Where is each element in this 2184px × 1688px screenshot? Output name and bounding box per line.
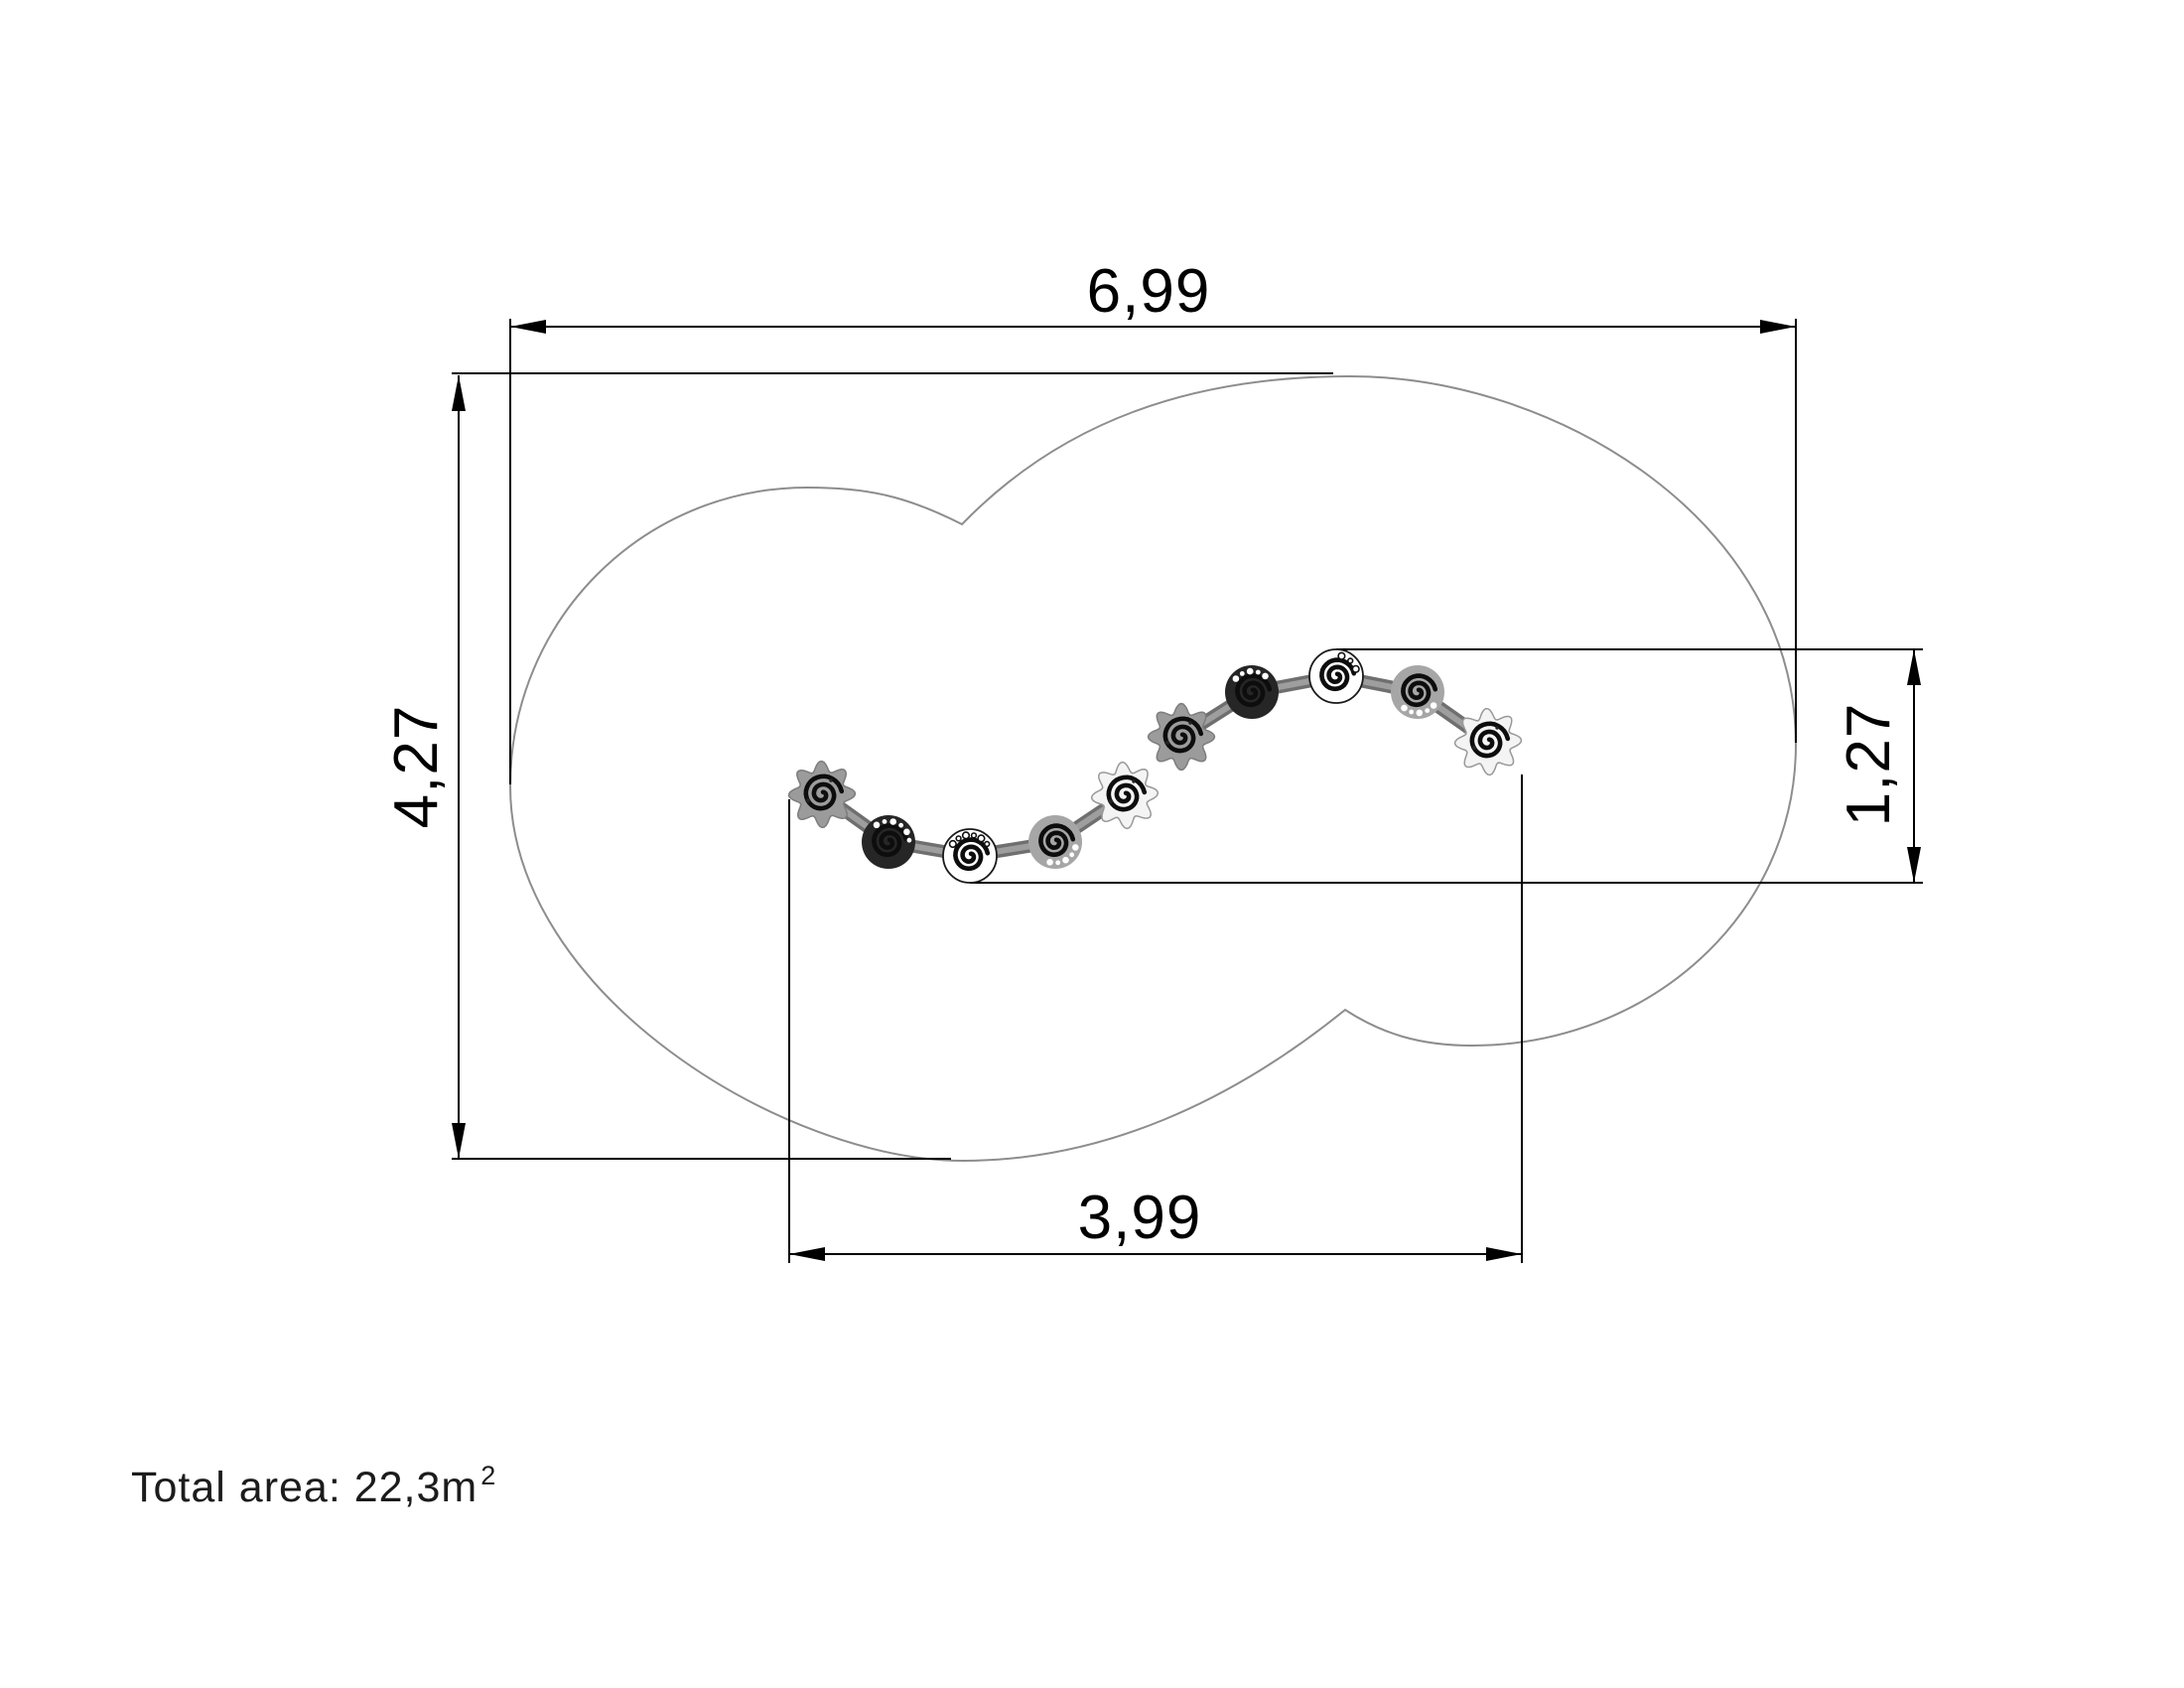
stone-body xyxy=(787,760,857,829)
dot-decoration xyxy=(1246,667,1254,675)
stone-1-flower xyxy=(787,760,857,829)
spiral-icon xyxy=(1162,716,1204,754)
dot-decoration xyxy=(984,840,991,848)
stone-3-circle xyxy=(942,828,998,884)
stone-2-circle xyxy=(862,815,915,869)
arrowhead-up-icon xyxy=(1907,649,1921,685)
spiral-icon xyxy=(1038,823,1076,858)
dimension-right-offset: 1,27 xyxy=(970,648,1923,884)
stone-7-circle xyxy=(1225,665,1279,719)
stone-body xyxy=(1453,707,1523,776)
dot-decoration xyxy=(977,834,986,843)
dimension-value: 4,27 xyxy=(382,705,451,829)
dot-decoration xyxy=(1430,702,1437,709)
dot-decoration xyxy=(1337,651,1346,660)
arrowhead-left-icon xyxy=(789,1247,825,1261)
spiral-icon xyxy=(803,774,845,811)
spiral-icon xyxy=(1469,721,1511,759)
dimension-value: 3,99 xyxy=(1078,1184,1202,1252)
dot-decoration xyxy=(1255,669,1261,675)
stone-6-flower xyxy=(1147,702,1216,772)
stone-body xyxy=(1090,761,1160,830)
safety-area-outline xyxy=(508,374,1798,1163)
dot-decoration xyxy=(873,821,881,829)
dot-decoration xyxy=(1062,856,1069,864)
dimension-value: 6,99 xyxy=(1087,257,1211,326)
dimension-overall-height: 4,27 xyxy=(382,372,1333,1160)
spiral-icon xyxy=(1401,673,1438,708)
spiral-icon xyxy=(872,823,909,858)
dot-decoration xyxy=(1108,798,1114,804)
dot-decoration xyxy=(1471,745,1477,751)
dot-decoration xyxy=(1072,844,1079,851)
arrowhead-down-icon xyxy=(452,1123,466,1159)
dot-decoration xyxy=(1232,675,1240,682)
dot-decoration xyxy=(970,832,978,839)
dimension-inner-width: 3,99 xyxy=(788,774,1523,1263)
dot-decoration xyxy=(1239,671,1245,676)
dot-decoration xyxy=(1401,704,1408,712)
dot-decoration xyxy=(829,778,833,782)
dot-decoration xyxy=(882,819,887,824)
stone-body xyxy=(862,815,915,869)
dot-decoration xyxy=(906,837,912,843)
spiral-icon xyxy=(953,837,991,872)
dot-decoration xyxy=(961,831,971,840)
dimension-value: 1,27 xyxy=(1835,703,1903,827)
dot-decoration xyxy=(1262,672,1269,680)
stone-8-circle xyxy=(1308,648,1364,704)
dot-decoration xyxy=(1069,852,1075,858)
stone-5-flower xyxy=(1090,761,1160,830)
arrowhead-left-icon xyxy=(510,320,546,334)
stepping-stone-trail xyxy=(787,648,1523,884)
total-area-superscript: 2 xyxy=(480,1461,496,1490)
stone-9-circle xyxy=(1391,665,1444,719)
dot-decoration xyxy=(898,822,903,828)
dot-decoration xyxy=(1416,709,1424,717)
stone-4-circle xyxy=(1028,815,1082,869)
dimension-overall-width: 6,99 xyxy=(509,257,1797,784)
total-area-text: Total area: 22,3m xyxy=(131,1464,478,1511)
total-area-label: Total area: 22,3m 2 xyxy=(131,1461,496,1511)
dot-decoration xyxy=(889,818,896,825)
arrowhead-down-icon xyxy=(1907,847,1921,883)
arrowhead-right-icon xyxy=(1760,320,1796,334)
dot-decoration xyxy=(1495,726,1499,730)
stone-body xyxy=(1308,648,1364,704)
dot-decoration xyxy=(948,839,957,849)
dot-decoration xyxy=(903,828,910,836)
spiral-icon xyxy=(1319,657,1357,692)
dot-decoration xyxy=(1046,859,1053,866)
dot-decoration xyxy=(1351,664,1360,673)
stone-body xyxy=(1028,815,1082,869)
arrowhead-up-icon xyxy=(452,375,466,411)
stone-body xyxy=(1147,702,1216,772)
dot-decoration xyxy=(1055,860,1061,866)
dot-decoration xyxy=(1346,657,1354,664)
arrowhead-right-icon xyxy=(1486,1247,1522,1261)
stone-body xyxy=(942,828,998,884)
spiral-icon xyxy=(1106,774,1148,812)
stone-10-flower xyxy=(1453,707,1523,776)
dot-decoration xyxy=(805,797,811,803)
dot-decoration xyxy=(1164,740,1170,746)
dot-decoration xyxy=(1425,708,1431,713)
dot-decoration xyxy=(1409,709,1415,715)
dot-decoration xyxy=(1188,721,1192,725)
dot-decoration xyxy=(955,835,962,842)
dot-decoration xyxy=(1132,779,1136,783)
spiral-icon xyxy=(1235,673,1273,708)
